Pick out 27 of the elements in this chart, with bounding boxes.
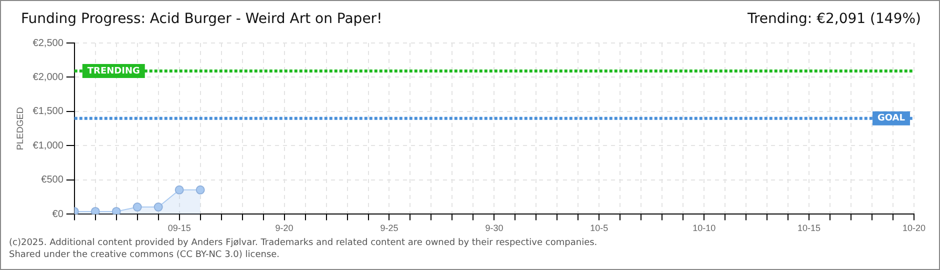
ref-line-label: GOAL [878, 114, 906, 124]
point [90, 206, 100, 214]
y-tick-label: €0 [52, 208, 64, 220]
point [154, 202, 163, 212]
point [196, 185, 205, 194]
point [132, 202, 142, 212]
x-tick-label: 9-25 [380, 223, 398, 234]
x-tick-label: 09-15 [168, 223, 191, 234]
point [112, 206, 121, 214]
y-tick-label: €2,500 [32, 38, 64, 49]
y-tick-label: €1,500 [32, 106, 64, 118]
x-tick-label: 9-20 [275, 223, 294, 234]
ref-line-label: TRENDING [87, 66, 140, 76]
chart-title: Funding Progress: Acid Burger - Weird Art on Paper! [21, 11, 382, 27]
x-tick-label: 10-10 [692, 223, 716, 234]
x-tick-label: 10-5 [590, 223, 608, 234]
text: (c)2025. Additional content provided by Anders Fjølvar. Trademarks and related content are owned by their respective companies. [9, 237, 598, 249]
y-tick-label: €2,000 [32, 72, 64, 83]
y-tick-label: €1,000 [32, 140, 64, 152]
x-tick-label: 10-20 [902, 223, 926, 234]
point [174, 185, 184, 194]
x-tick-label: 9-30 [485, 223, 504, 234]
x-tick-label: 10-15 [798, 223, 821, 234]
text: Shared under the creative commons (CC BY-NC 3.0) license. [9, 249, 281, 261]
chart-subtitle: Trending: €2,091 (149%) [747, 11, 921, 27]
y-tick-label: €500 [41, 174, 64, 186]
y-axis-title: PLEDGED [14, 106, 25, 150]
